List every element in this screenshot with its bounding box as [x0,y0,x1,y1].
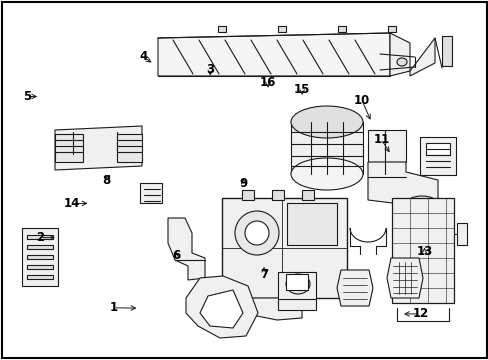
Text: 4: 4 [139,50,147,63]
Ellipse shape [396,58,406,66]
Polygon shape [27,265,53,269]
Bar [286,203,336,245]
Text: 16: 16 [259,76,276,89]
Ellipse shape [235,211,279,255]
Bar [290,122,362,174]
Bar [271,190,284,200]
Polygon shape [158,33,389,76]
Bar [367,130,405,162]
Bar [337,26,346,32]
Bar [55,134,83,162]
Ellipse shape [290,158,362,190]
Bar [387,26,395,32]
Text: 3: 3 [206,63,214,76]
Bar [222,198,346,298]
Text: 15: 15 [293,83,310,96]
Bar [242,190,253,200]
Text: 7: 7 [260,268,267,281]
Polygon shape [389,33,409,76]
Bar [391,198,453,303]
Polygon shape [27,245,53,249]
Bar [302,190,313,200]
Polygon shape [386,258,422,298]
Text: 13: 13 [415,246,432,258]
Text: 12: 12 [411,307,428,320]
Bar [140,183,162,203]
Bar [285,274,307,290]
Ellipse shape [285,274,309,294]
Bar [425,143,449,155]
Polygon shape [409,38,434,76]
Text: 8: 8 [102,174,110,187]
Polygon shape [185,276,258,338]
Polygon shape [200,290,243,328]
Polygon shape [168,218,204,280]
Bar [22,228,58,286]
Bar [419,137,455,175]
Text: 9: 9 [239,177,247,190]
Polygon shape [27,235,53,239]
Bar [218,26,225,32]
Polygon shape [55,126,142,170]
Text: 1: 1 [109,301,117,314]
Text: 11: 11 [372,133,389,146]
Text: 2: 2 [36,231,44,244]
Ellipse shape [290,106,362,138]
Bar [278,26,285,32]
Polygon shape [242,298,302,320]
Bar [456,223,466,245]
Polygon shape [367,162,437,207]
Text: 14: 14 [64,197,81,210]
Bar [441,36,451,66]
Text: 6: 6 [172,249,180,262]
Bar [278,272,315,310]
Ellipse shape [405,196,437,212]
Bar [117,134,142,162]
Text: 5: 5 [23,90,31,103]
Ellipse shape [244,221,268,245]
Polygon shape [27,255,53,259]
Polygon shape [27,275,53,279]
Polygon shape [336,270,372,306]
Text: 10: 10 [353,94,369,107]
